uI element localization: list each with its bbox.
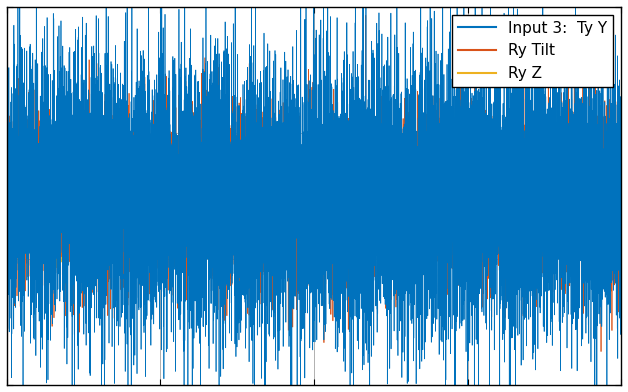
Ry Z: [585, 165, 592, 170]
Line: Ry Z: Ry Z: [7, 0, 621, 392]
Ry Tilt: [6, 189, 13, 194]
Ry Tilt: [40, 182, 48, 187]
Input 3:  Ty Y: (9.47e+03, 0.141): Ty Y: (9.47e+03, 0.141): [585, 176, 592, 181]
Ry Z: [3, 159, 11, 164]
Input 3:  Ty Y: (0, 0.0697): Ty Y: (0, 0.0697): [3, 185, 11, 190]
Input 3:  Ty Y: (414, -0.182): Ty Y: (414, -0.182): [29, 216, 36, 221]
Ry Tilt: [3, 221, 11, 226]
Ry Z: [617, 149, 625, 154]
Ry Z: [303, 150, 311, 154]
Input 3:  Ty Y: (2.49e+03, -0.731): Ty Y: (2.49e+03, -0.731): [156, 286, 164, 290]
Input 3:  Ty Y: (598, -0.0453): Ty Y: (598, -0.0453): [40, 200, 48, 204]
Ry Tilt: [617, 259, 625, 264]
Input 3:  Ty Y: (1e+04, -0.0458): Ty Y: (1e+04, -0.0458): [617, 200, 625, 204]
Input 3:  Ty Y: (4.89e+03, -0.216): Ty Y: (4.89e+03, -0.216): [303, 221, 311, 226]
Ry Tilt: [303, 141, 311, 146]
Ry Tilt: [597, 349, 605, 354]
Input 3:  Ty Y: (45, 0.19): Ty Y: (45, 0.19): [6, 170, 13, 174]
Legend: Input 3:  Ty Y, Ry Tilt, Ry Z: Input 3: Ty Y, Ry Tilt, Ry Z: [452, 15, 614, 87]
Ry Tilt: [29, 194, 36, 198]
Ry Z: [124, 198, 131, 202]
Line: Input 3:  Ty Y: Input 3: Ty Y: [7, 103, 621, 288]
Ry Tilt: [124, 193, 131, 198]
Input 3:  Ty Y: (8.55e+03, 0.738): Ty Y: (8.55e+03, 0.738): [528, 101, 536, 105]
Ry Tilt: [362, 13, 369, 18]
Input 3:  Ty Y: (1.96e+03, -0.035): Ty Y: (1.96e+03, -0.035): [124, 198, 131, 203]
Ry Z: [40, 225, 48, 229]
Ry Tilt: [585, 235, 592, 240]
Line: Ry Tilt: Ry Tilt: [7, 15, 621, 352]
Ry Z: [29, 171, 36, 175]
Ry Z: [6, 243, 13, 248]
